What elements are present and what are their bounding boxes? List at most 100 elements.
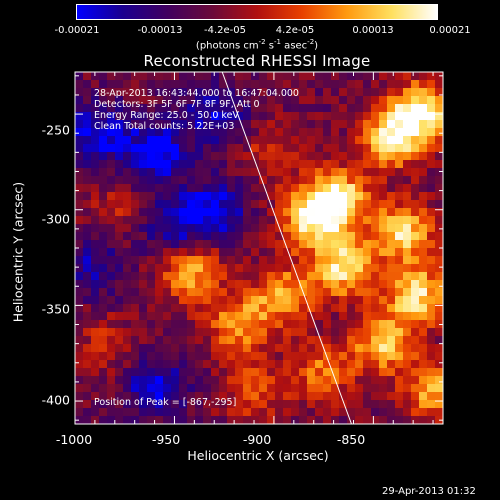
heatmap-cell xyxy=(307,152,316,161)
heatmap-cell xyxy=(147,232,156,241)
heatmap-cell xyxy=(75,304,84,313)
heatmap-cell xyxy=(251,416,260,425)
heatmap-cell xyxy=(363,128,372,137)
heatmap-cell xyxy=(171,152,180,161)
heatmap-cell xyxy=(331,360,340,369)
heatmap-cell xyxy=(411,352,420,361)
heatmap-cell xyxy=(379,112,388,121)
y-tick-label: -250 xyxy=(41,122,70,138)
heatmap-cell xyxy=(419,264,428,273)
heatmap-cell xyxy=(403,416,412,425)
heatmap-cell xyxy=(147,152,156,161)
heatmap-cell xyxy=(307,352,316,361)
heatmap-cell xyxy=(363,184,372,193)
heatmap-cell xyxy=(227,416,236,425)
heatmap-cell xyxy=(315,216,324,225)
heatmap-cell xyxy=(355,88,364,97)
heatmap-cell xyxy=(387,296,396,305)
heatmap-cell xyxy=(419,112,428,121)
heatmap-cell xyxy=(339,208,348,217)
heatmap-cell xyxy=(267,328,276,337)
heatmap-cell xyxy=(155,328,164,337)
heatmap-cell xyxy=(123,128,132,137)
heatmap-cell xyxy=(243,328,252,337)
heatmap-cell xyxy=(75,96,84,105)
heatmap-cell xyxy=(411,400,420,409)
heatmap-cell xyxy=(267,352,276,361)
heatmap-cell xyxy=(315,336,324,345)
heatmap-cell xyxy=(419,280,428,289)
heatmap-cell xyxy=(395,80,404,89)
heatmap-cell xyxy=(435,376,444,385)
heatmap-cell xyxy=(427,192,436,201)
heatmap-cell xyxy=(283,256,292,265)
heatmap-cell xyxy=(299,160,308,169)
heatmap-cell xyxy=(347,344,356,353)
heatmap-cell xyxy=(75,136,84,145)
heatmap-cell xyxy=(395,288,404,297)
heatmap-cell xyxy=(435,272,444,281)
heatmap-cell xyxy=(219,360,228,369)
heatmap-cell xyxy=(123,248,132,257)
heatmap-cell xyxy=(155,296,164,305)
heatmap-cell xyxy=(219,256,228,265)
heatmap-cell xyxy=(139,168,148,177)
heatmap-cell xyxy=(355,96,364,105)
heatmap-cell xyxy=(75,184,84,193)
heatmap-cell xyxy=(307,344,316,353)
heatmap-cell xyxy=(331,240,340,249)
heatmap-cell xyxy=(147,352,156,361)
units-sup: -2 xyxy=(258,38,266,46)
heatmap-cell xyxy=(435,232,444,241)
heatmap-cell xyxy=(179,240,188,249)
heatmap-cell xyxy=(291,384,300,393)
heatmap-cell xyxy=(387,136,396,145)
heatmap-cell xyxy=(411,224,420,233)
heatmap-cell xyxy=(315,136,324,145)
heatmap-cell xyxy=(363,216,372,225)
heatmap-cell xyxy=(411,320,420,329)
heatmap-cell xyxy=(123,296,132,305)
heatmap-cell xyxy=(363,72,372,81)
heatmap-cell xyxy=(195,200,204,209)
heatmap-cell xyxy=(75,368,84,377)
heatmap-cell xyxy=(347,400,356,409)
heatmap-cell xyxy=(299,144,308,153)
heatmap-cell xyxy=(187,416,196,425)
heatmap-cell xyxy=(331,256,340,265)
heatmap-cell xyxy=(107,120,116,129)
heatmap-cell xyxy=(147,416,156,425)
heatmap-cell xyxy=(315,256,324,265)
heatmap-cell xyxy=(163,232,172,241)
heatmap-cell xyxy=(371,288,380,297)
heatmap-cell xyxy=(339,96,348,105)
heatmap-cell xyxy=(371,344,380,353)
heatmap-cell xyxy=(387,176,396,185)
heatmap-cell xyxy=(91,344,100,353)
heatmap-cell xyxy=(251,216,260,225)
heatmap-cell xyxy=(235,240,244,249)
heatmap-cell xyxy=(371,280,380,289)
heatmap-cell xyxy=(323,408,332,417)
heatmap-cell xyxy=(179,376,188,385)
heatmap-cell xyxy=(123,256,132,265)
heatmap-cell xyxy=(171,312,180,321)
heatmap-cell xyxy=(139,72,148,81)
heatmap-cell xyxy=(187,200,196,209)
heatmap-cell xyxy=(347,184,356,193)
heatmap-cell xyxy=(419,384,428,393)
heatmap-cell xyxy=(139,256,148,265)
heatmap-cell xyxy=(363,304,372,313)
heatmap-cell xyxy=(307,224,316,233)
heatmap-cell xyxy=(419,176,428,185)
heatmap-cell xyxy=(363,176,372,185)
heatmap-cell xyxy=(339,256,348,265)
heatmap-cell xyxy=(171,104,180,113)
heatmap-cell xyxy=(435,80,444,89)
heatmap-cell xyxy=(411,416,420,425)
heatmap-cell xyxy=(315,400,324,409)
heatmap-cell xyxy=(339,312,348,321)
heatmap-cell xyxy=(307,272,316,281)
heatmap-cell xyxy=(235,72,244,81)
heatmap-cell xyxy=(347,416,356,425)
